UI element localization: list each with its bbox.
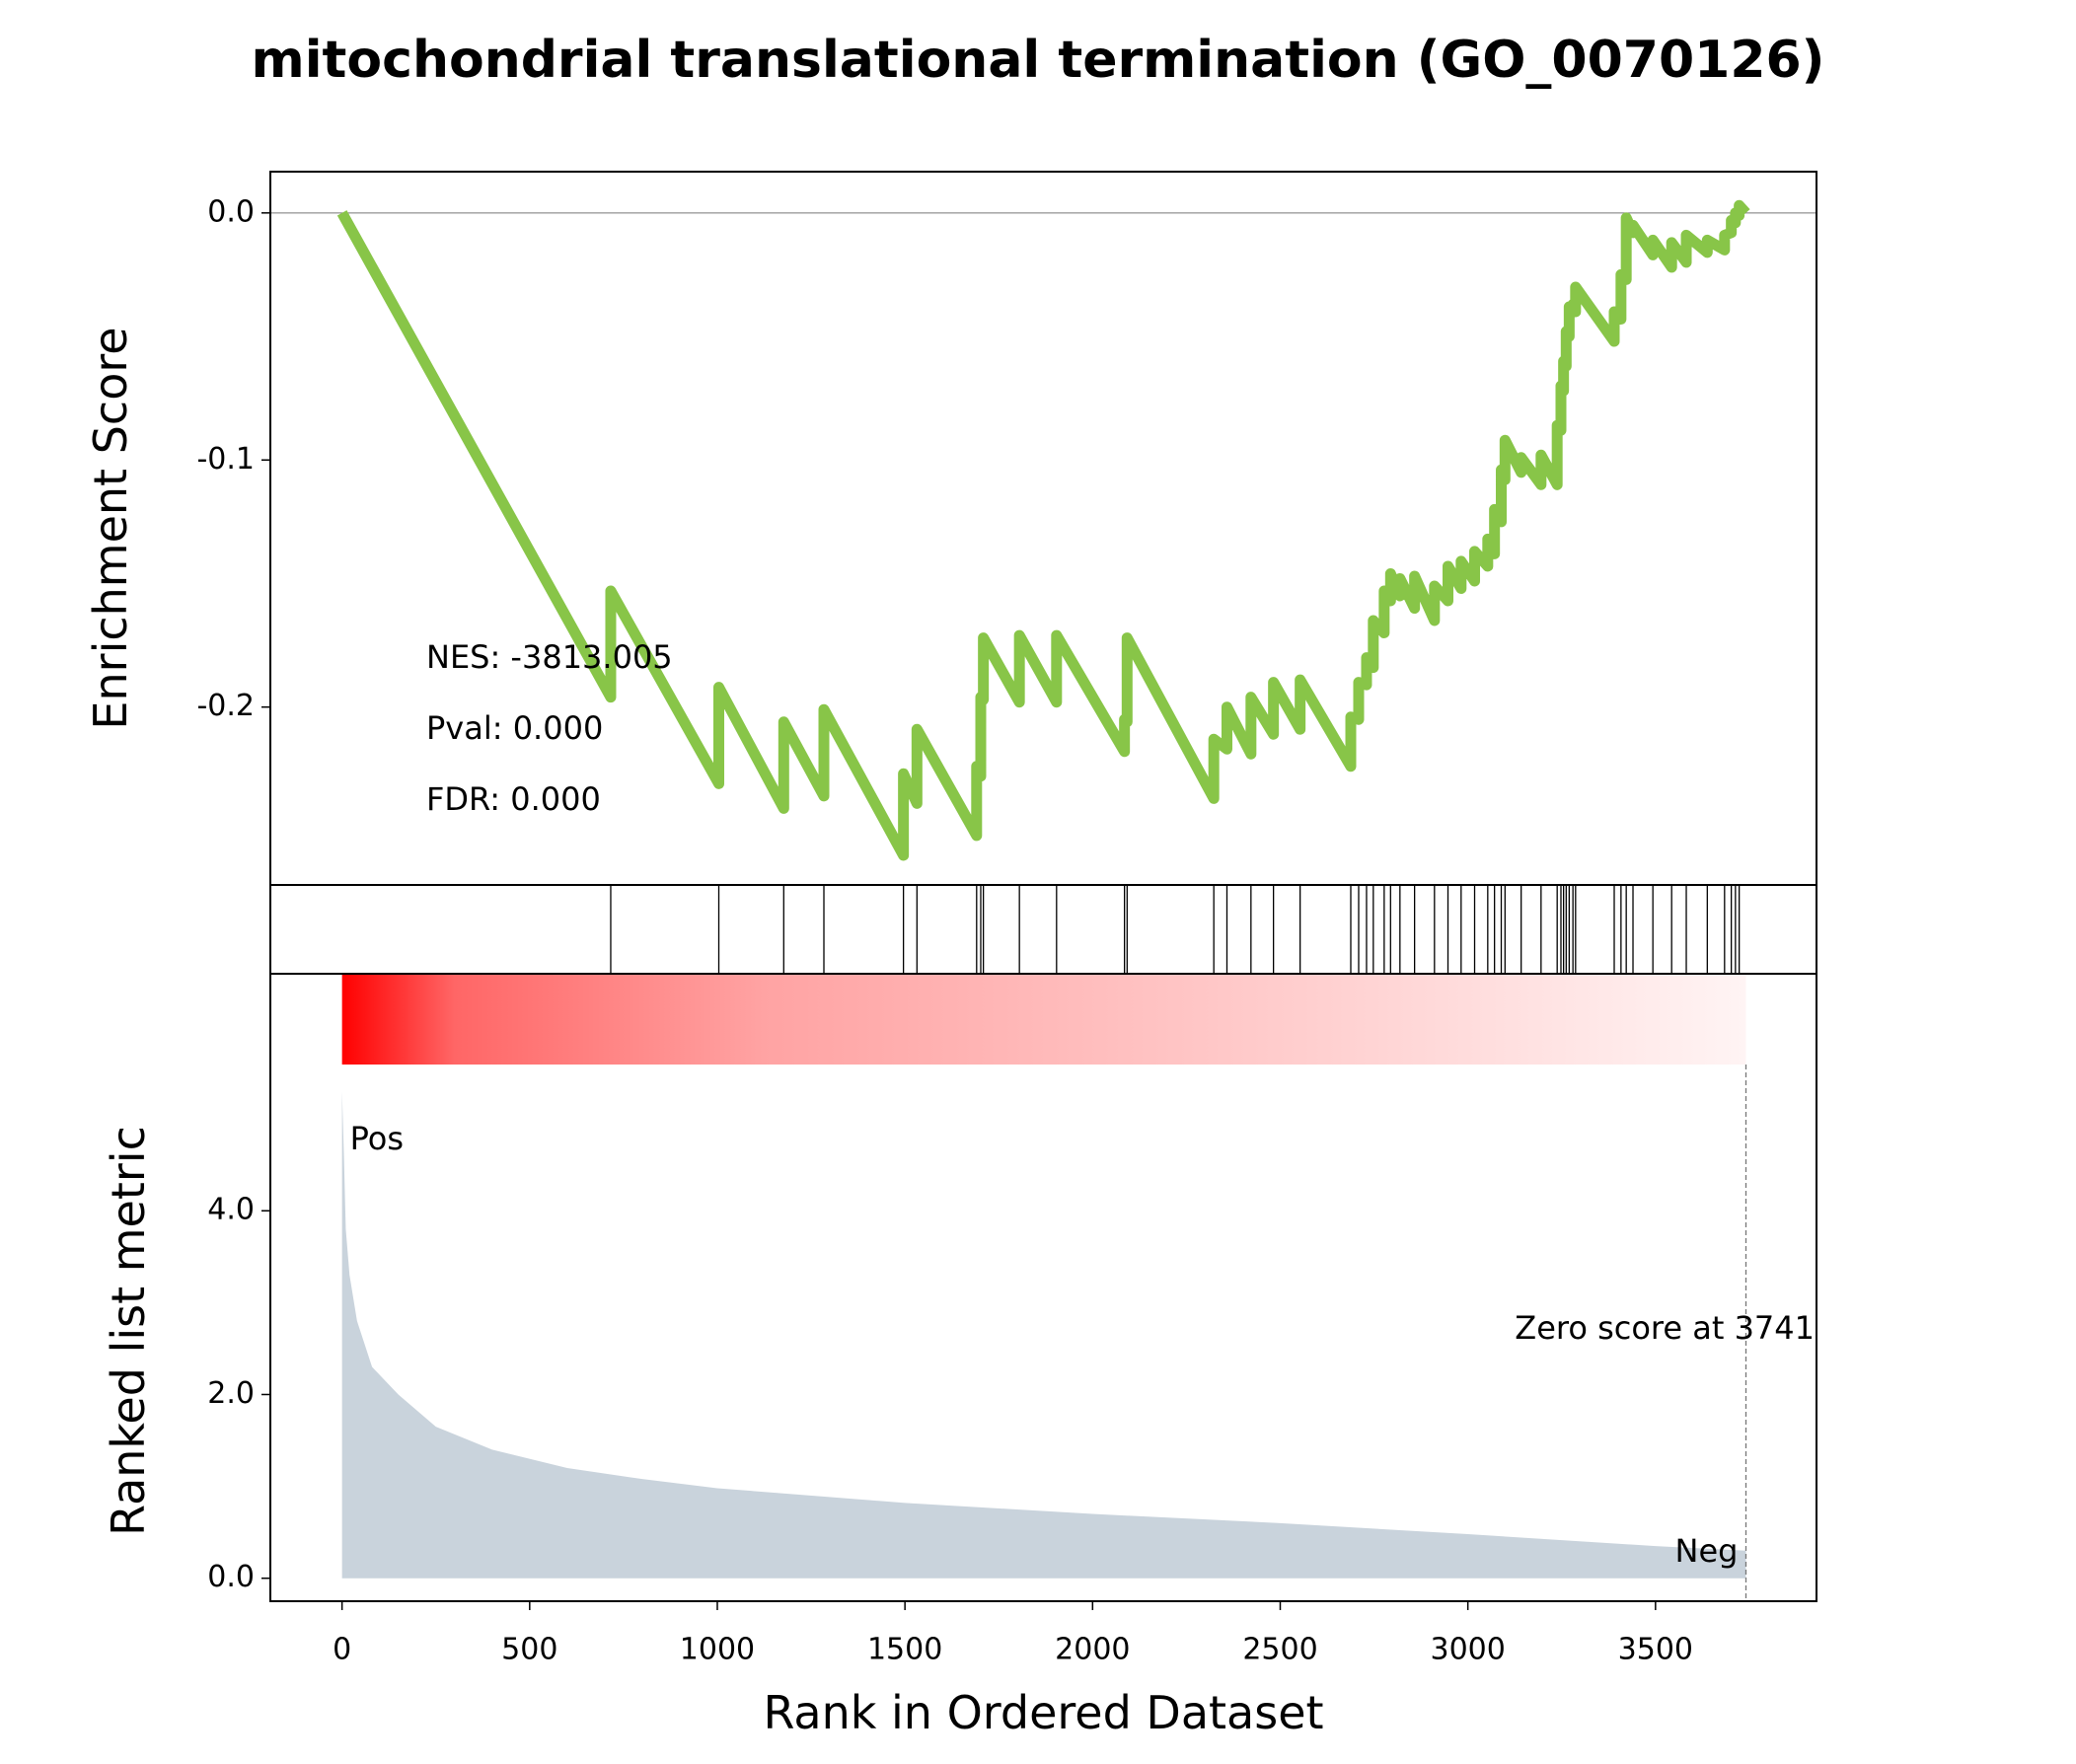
axes-frame [269, 171, 1817, 886]
x-axis-label: Rank in Ordered Dataset [763, 1686, 1323, 1739]
x-tick-label: 0 [333, 1633, 351, 1667]
rank-gradient [341, 974, 1746, 1065]
stat-annotation: FDR: 0.000 [426, 780, 601, 818]
y-tick-label: 0.0 [207, 194, 255, 229]
x-tick-label: 1500 [867, 1633, 942, 1667]
y-tick-label: -0.1 [196, 442, 255, 477]
chart-title: mitochondrial translational termination … [252, 31, 1825, 90]
x-tick-label: 3000 [1430, 1633, 1505, 1667]
x-tick-label: 2500 [1242, 1633, 1317, 1667]
y-tick-label: 4.0 [207, 1193, 255, 1227]
stat-annotation: Pval: 0.000 [426, 709, 603, 747]
metric-area [341, 1091, 1746, 1579]
pos-label: Pos [350, 1120, 404, 1157]
y-axis-label: Enrichment Score [84, 327, 137, 729]
x-tick-label: 3500 [1618, 1633, 1693, 1667]
enrichment-line [336, 199, 1750, 861]
y-tick-label: -0.2 [196, 689, 255, 723]
y-tick-label: 2.0 [207, 1376, 255, 1411]
x-tick-label: 1000 [680, 1633, 755, 1667]
axes-frame [269, 973, 1817, 1602]
x-tick-label: 2000 [1055, 1633, 1130, 1667]
axes-frame [269, 884, 1817, 975]
y-tick-label: 0.0 [207, 1560, 255, 1594]
neg-label: Neg [1675, 1532, 1739, 1570]
x-tick-label: 500 [501, 1633, 557, 1667]
stat-annotation: NES: -3813.005 [426, 638, 673, 676]
zero-score-label: Zero score at 3741 [1515, 1309, 1815, 1347]
y-axis-label: Ranked list metric [102, 1126, 155, 1536]
